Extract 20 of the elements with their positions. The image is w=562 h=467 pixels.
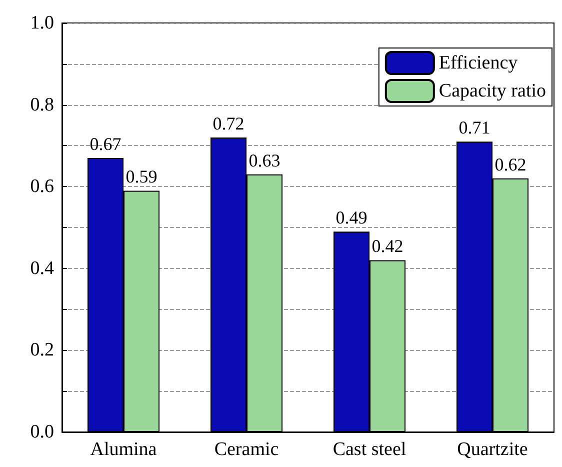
data-label: 0.62: [494, 154, 526, 174]
data-label: 0.49: [336, 208, 368, 228]
x-tick-label: Cast steel: [332, 439, 406, 460]
y-tick-label: 0.2: [30, 340, 54, 361]
data-label: 0.59: [126, 166, 158, 187]
y-tick-label: 0.6: [30, 176, 54, 198]
legend-label: Efficiency: [438, 52, 518, 74]
y-tick-label: 0.4: [30, 258, 54, 279]
x-tick-label: Quartzite: [457, 439, 528, 460]
data-label: 0.72: [212, 114, 244, 134]
data-label: 0.63: [248, 150, 280, 170]
y-tick-label: 0.8: [30, 94, 54, 116]
legend-label: Capacity ratio: [438, 80, 546, 102]
data-label: 0.42: [372, 236, 404, 256]
x-tick-label: Ceramic: [214, 439, 279, 460]
data-label: 0.67: [90, 134, 122, 154]
x-tick-label: Alumina: [90, 439, 158, 460]
data-label: 0.71: [458, 118, 490, 138]
y-tick-label: 0.0: [30, 422, 54, 442]
y-tick-label: 1.0: [30, 12, 54, 34]
